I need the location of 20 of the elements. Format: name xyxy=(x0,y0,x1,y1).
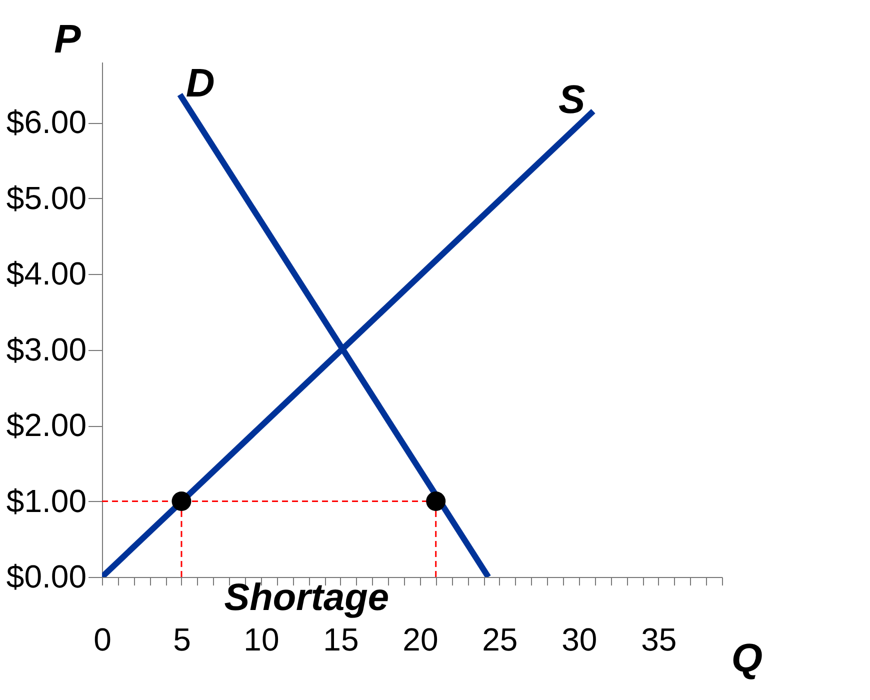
series-label: D xyxy=(186,62,215,106)
y-axis-title: P xyxy=(54,18,82,62)
annotation: Shortage xyxy=(224,577,389,619)
y-tick-label: $4.00 xyxy=(6,256,86,292)
x-tick-label: 5 xyxy=(173,622,191,658)
x-tick-label: 0 xyxy=(94,622,112,658)
y-tick-label: $0.00 xyxy=(6,558,86,594)
x-tick-label: 20 xyxy=(402,622,438,658)
x-tick-label: 35 xyxy=(641,622,677,658)
x-axis-title: Q xyxy=(731,636,762,680)
x-tick-label: 25 xyxy=(482,622,518,658)
y-tick-label: $3.00 xyxy=(6,331,86,368)
y-tick-label: $5.00 xyxy=(6,180,86,216)
x-tick-label: 15 xyxy=(323,622,359,658)
y-tick-label: $6.00 xyxy=(6,104,86,140)
x-tick-label: 30 xyxy=(562,622,598,658)
series-label: S xyxy=(558,78,586,122)
y-tick-label: $1.00 xyxy=(6,482,86,519)
x-tick-label: 10 xyxy=(244,622,280,658)
y-tick-label: $2.00 xyxy=(6,407,86,444)
